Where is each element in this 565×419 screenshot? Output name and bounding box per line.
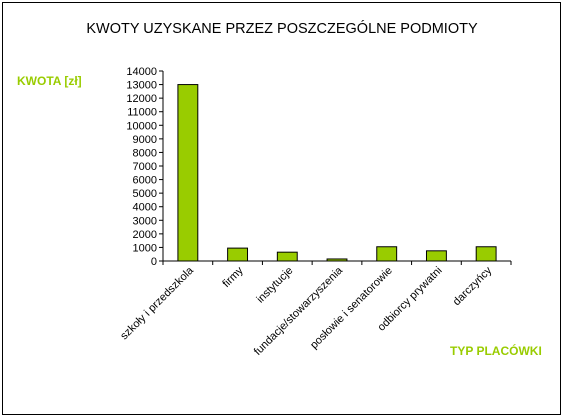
chart-title: KWOTY UZYSKANE PRZEZ POSZCZEGÓLNE PODMIO… bbox=[86, 20, 478, 37]
y-tick-label: 3000 bbox=[133, 215, 157, 227]
bar bbox=[227, 247, 249, 262]
bar bbox=[276, 251, 298, 262]
x-tick-label: instytucje bbox=[254, 265, 295, 306]
bar bbox=[376, 246, 398, 262]
x-tick-label: darczyńcy bbox=[451, 264, 495, 308]
y-axis-title: KWOTA [zł] bbox=[17, 74, 82, 88]
x-tick-label: firmy bbox=[220, 264, 246, 290]
y-tick-label: 1000 bbox=[133, 242, 157, 254]
y-tick-label: 10000 bbox=[126, 120, 157, 132]
x-tick-label: posłowie i senatorowie bbox=[308, 265, 395, 352]
y-tick-label: 8000 bbox=[133, 147, 157, 159]
y-tick-label: 13000 bbox=[126, 80, 157, 92]
y-tick-label: 0 bbox=[151, 256, 157, 268]
bar bbox=[326, 258, 348, 262]
x-tick-label: szkoły i przedszkola bbox=[118, 264, 196, 342]
bar bbox=[475, 246, 497, 262]
y-tick-label: 11000 bbox=[127, 107, 157, 119]
x-axis-title: TYP PLACÓWKI bbox=[450, 343, 542, 358]
y-tick-label: 4000 bbox=[133, 202, 157, 214]
y-tick-label: 12000 bbox=[126, 93, 157, 105]
y-tick-label: 9000 bbox=[133, 134, 157, 146]
y-tick-label: 5000 bbox=[133, 188, 157, 200]
x-tick-label: fundacje/stowarzyszenia bbox=[252, 264, 346, 358]
y-tick-label: 14000 bbox=[126, 66, 157, 78]
bar bbox=[425, 250, 447, 262]
bar bbox=[177, 84, 199, 262]
chart-frame bbox=[2, 2, 561, 415]
y-tick-label: 2000 bbox=[133, 229, 157, 241]
y-tick-label: 7000 bbox=[133, 161, 157, 173]
y-tick-label: 6000 bbox=[133, 175, 157, 187]
